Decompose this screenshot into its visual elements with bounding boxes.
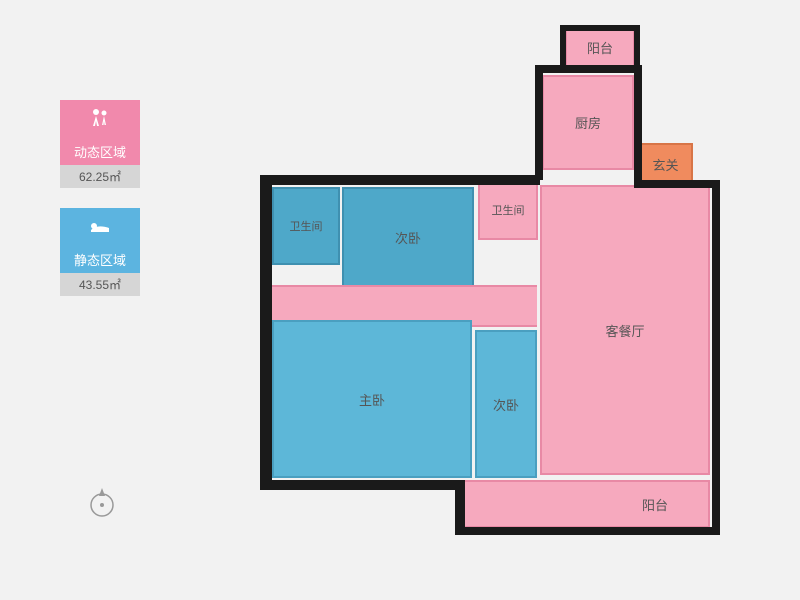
label-living: 客餐厅 [605, 321, 644, 340]
wall [260, 175, 540, 185]
wall [260, 175, 272, 485]
legend-static: 静态区域 43.55㎡ [60, 208, 140, 296]
wall [634, 25, 640, 70]
room-bathroom1: 卫生间 [272, 187, 340, 265]
wall [560, 25, 566, 70]
room-entrance: 玄关 [638, 143, 693, 185]
wall [712, 180, 720, 485]
legend-panel: 动态区域 62.25㎡ 静态区域 43.55㎡ [60, 100, 140, 316]
room-bedroom2-bottom: 次卧 [475, 330, 537, 478]
legend-static-title: 静态区域 [60, 246, 140, 273]
room-balcony-bottom: 阳台 [460, 480, 710, 528]
label-bedroom2-bottom: 次卧 [493, 395, 519, 414]
label-kitchen: 厨房 [575, 113, 601, 132]
label-balcony-bottom: 阳台 [642, 495, 668, 514]
floorplan: 阳台 厨房 玄关 卫生间 客餐厅 阳台 卫生间 次卧 主卧 次卧 [260, 25, 730, 565]
wall [712, 480, 720, 535]
legend-dynamic-value: 62.25㎡ [60, 165, 140, 188]
room-living: 客餐厅 [540, 185, 710, 475]
legend-dynamic: 动态区域 62.25㎡ [60, 100, 140, 188]
wall [260, 480, 465, 490]
people-icon [60, 100, 140, 138]
room-balcony-top: 阳台 [565, 25, 635, 70]
label-balcony-top: 阳台 [587, 38, 613, 57]
label-entrance: 玄关 [652, 155, 678, 174]
wall [634, 180, 719, 188]
room-bedroom2-top: 次卧 [342, 187, 474, 287]
label-bathroom2: 卫生间 [492, 202, 525, 218]
wall [560, 25, 640, 31]
wall [634, 65, 642, 185]
wall [535, 65, 543, 180]
sleep-icon [60, 208, 140, 246]
room-master: 主卧 [272, 320, 472, 478]
label-bathroom1: 卫生间 [290, 218, 323, 234]
room-kitchen: 厨房 [542, 75, 634, 170]
compass-icon [85, 485, 119, 519]
legend-dynamic-title: 动态区域 [60, 138, 140, 165]
label-bedroom2-top: 次卧 [395, 228, 421, 247]
room-bathroom2: 卫生间 [478, 180, 538, 240]
legend-static-value: 43.55㎡ [60, 273, 140, 296]
label-master: 主卧 [359, 390, 385, 409]
wall [535, 65, 640, 73]
wall [455, 527, 720, 535]
